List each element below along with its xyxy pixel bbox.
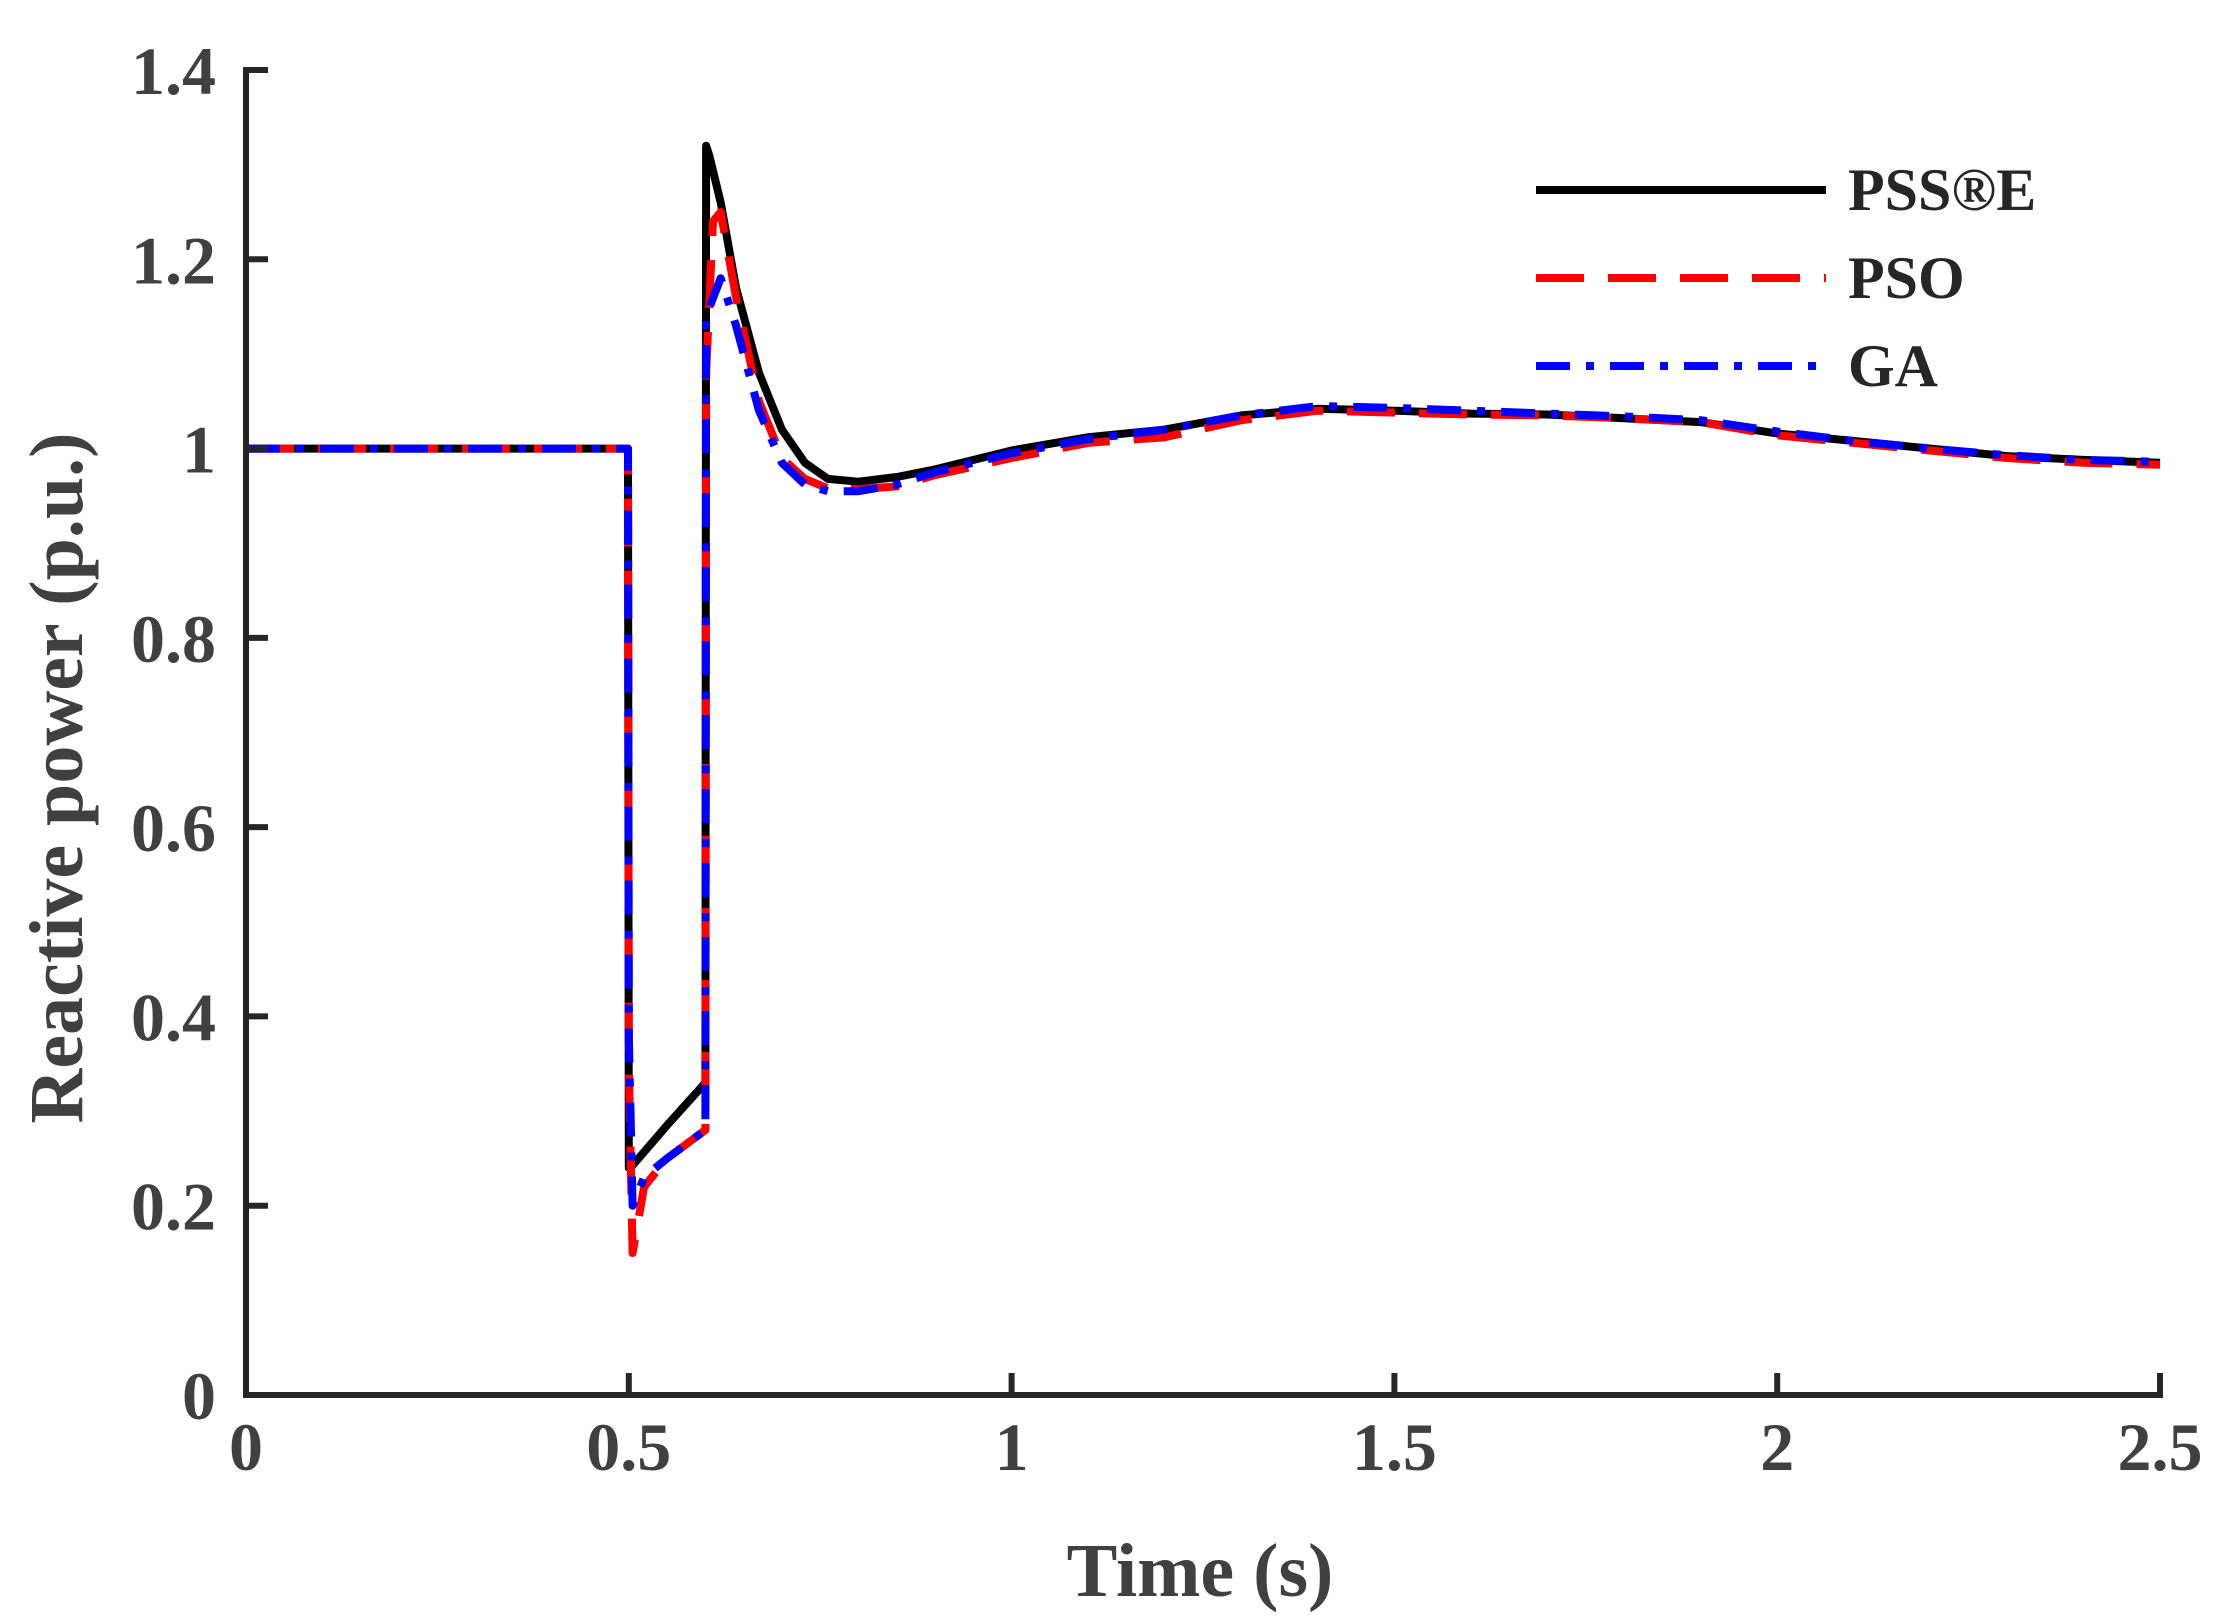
y-tick-label: 1.2 (131, 222, 216, 298)
x-tick-label: 0.5 (586, 1409, 671, 1485)
y-tick-label: 0.8 (131, 601, 216, 677)
y-tick-label: 0.6 (131, 790, 216, 866)
y-tick-label: 0.4 (131, 979, 216, 1055)
y-tick-label: 0.2 (131, 1169, 216, 1245)
y-ticks: 0 0.2 0.4 0.6 0.8 1 1.2 1.4 (131, 33, 268, 1434)
plot-lines (246, 141, 2161, 1257)
y-tick-label: 1.4 (131, 33, 216, 109)
x-tick-label: 1 (995, 1409, 1029, 1485)
y-tick-label: 0 (182, 1358, 216, 1434)
axes: 0 0.5 1 1.5 2 2.5 0 0.2 0.4 0.6 0.8 1 1.2 1.4 (131, 33, 2203, 1485)
y-axis-title: Reactive power (p.u.) (15, 433, 99, 1124)
x-tick-label: 2.5 (2118, 1409, 2203, 1485)
series-line-ga (246, 274, 2161, 1210)
x-tick-label: 0 (229, 1409, 263, 1485)
legend-label-pss-e: PSS®E (1848, 157, 2036, 223)
legend-label-pso: PSO (1848, 245, 1965, 311)
x-ticks: 0 0.5 1 1.5 2 2.5 (229, 1373, 2203, 1485)
x-tick-label: 2 (1760, 1409, 1794, 1485)
legend-label-ga: GA (1848, 333, 1938, 399)
x-axis-title: Time (s) (1067, 1529, 1334, 1613)
x-tick-label: 1.5 (1352, 1409, 1437, 1485)
y-tick-label: 1 (182, 412, 216, 488)
legend: PSS®E PSO GA (1536, 157, 2036, 399)
